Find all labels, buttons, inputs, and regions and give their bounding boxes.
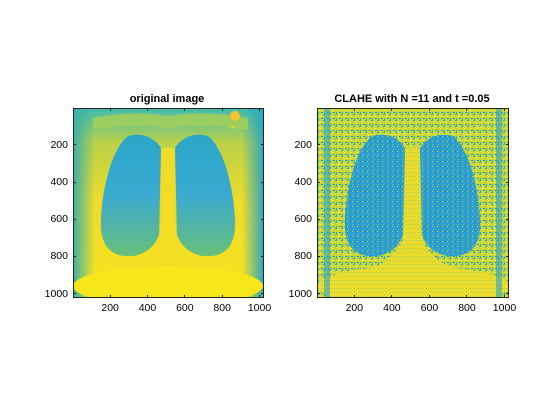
x-tick-mark-top-clahe	[428, 108, 430, 111]
y-tick-mark-right-original	[261, 144, 264, 146]
x-tick-mark-top-clahe	[466, 108, 468, 111]
x-tick-mark-clahe	[466, 295, 468, 298]
x-tick-label-original: 400	[138, 302, 157, 314]
y-tick-mark-right-clahe	[506, 181, 509, 183]
x-tick-mark-clahe	[391, 295, 393, 298]
y-tick-label-original: 200	[50, 138, 68, 151]
x-tick-mark-clahe	[428, 295, 430, 298]
y-tick-label-original: 600	[50, 213, 68, 226]
x-tick-mark-original	[259, 295, 261, 298]
panel-title-original: original image	[129, 93, 205, 105]
y-tick-label-clahe: 200	[294, 138, 312, 151]
y-tick-mark-clahe	[317, 181, 320, 183]
x-tick-mark-top-original	[146, 108, 148, 111]
axes-frame-original	[73, 108, 264, 298]
x-tick-label-clahe: 800	[458, 302, 476, 314]
y-tick-mark-right-original	[261, 293, 264, 295]
x-tick-label-original: 800	[213, 302, 231, 314]
x-tick-mark-top-original	[109, 108, 111, 111]
y-tick-mark-original	[73, 218, 76, 220]
axes-frame-clahe	[317, 108, 509, 298]
y-tick-mark-original	[73, 144, 76, 146]
y-tick-label-original: 800	[50, 250, 68, 263]
x-tick-label-clahe: 1000	[492, 302, 517, 314]
y-tick-mark-right-original	[261, 255, 264, 257]
x-tick-mark-original	[109, 295, 111, 298]
y-tick-label-clahe: 400	[294, 176, 312, 189]
y-tick-mark-clahe	[317, 255, 320, 257]
original-image: R	[73, 108, 264, 298]
y-tick-mark-right-original	[261, 218, 264, 220]
y-tick-mark-original	[73, 293, 76, 295]
y-tick-mark-original	[73, 181, 76, 183]
x-tick-label-clahe: 200	[345, 302, 364, 314]
x-tick-label-clahe: 400	[383, 302, 401, 314]
y-tick-label-original: 1000	[44, 287, 68, 300]
x-tick-mark-top-clahe	[503, 108, 505, 111]
clahe-image: R	[317, 108, 509, 298]
x-tick-mark-original	[184, 295, 186, 298]
x-tick-label-original: 600	[176, 302, 194, 314]
x-tick-mark-clahe	[353, 295, 355, 298]
y-tick-mark-clahe	[317, 144, 320, 146]
x-tick-mark-top-original	[221, 108, 223, 111]
x-tick-mark-original	[221, 295, 223, 298]
x-tick-mark-top-clahe	[391, 108, 393, 111]
y-tick-label-clahe: 1000	[288, 287, 312, 300]
y-tick-label-clahe: 800	[294, 250, 312, 263]
x-tick-mark-clahe	[503, 295, 505, 298]
y-tick-mark-clahe	[317, 293, 320, 295]
x-tick-mark-original	[146, 295, 148, 298]
y-tick-mark-right-clahe	[506, 218, 509, 220]
x-tick-mark-top-original	[259, 108, 261, 111]
x-tick-label-original: 200	[101, 302, 119, 314]
y-tick-mark-right-clahe	[506, 144, 509, 146]
x-tick-mark-top-original	[184, 108, 186, 111]
y-tick-label-original: 400	[50, 176, 68, 189]
y-tick-mark-right-clahe	[506, 293, 509, 295]
panel-title-clahe: CLAHE with N =11 and t =0.05	[334, 93, 490, 105]
svg-text:R: R	[477, 126, 482, 132]
y-tick-mark-clahe	[317, 218, 320, 220]
x-tick-mark-top-clahe	[353, 108, 355, 111]
y-tick-label-clahe: 600	[294, 213, 312, 226]
y-tick-mark-original	[73, 255, 76, 257]
y-tick-mark-right-clahe	[506, 255, 509, 257]
y-tick-mark-right-original	[261, 181, 264, 183]
x-tick-label-clahe: 600	[420, 302, 439, 314]
x-tick-label-original: 1000	[247, 302, 272, 314]
svg-text:R: R	[231, 126, 236, 132]
